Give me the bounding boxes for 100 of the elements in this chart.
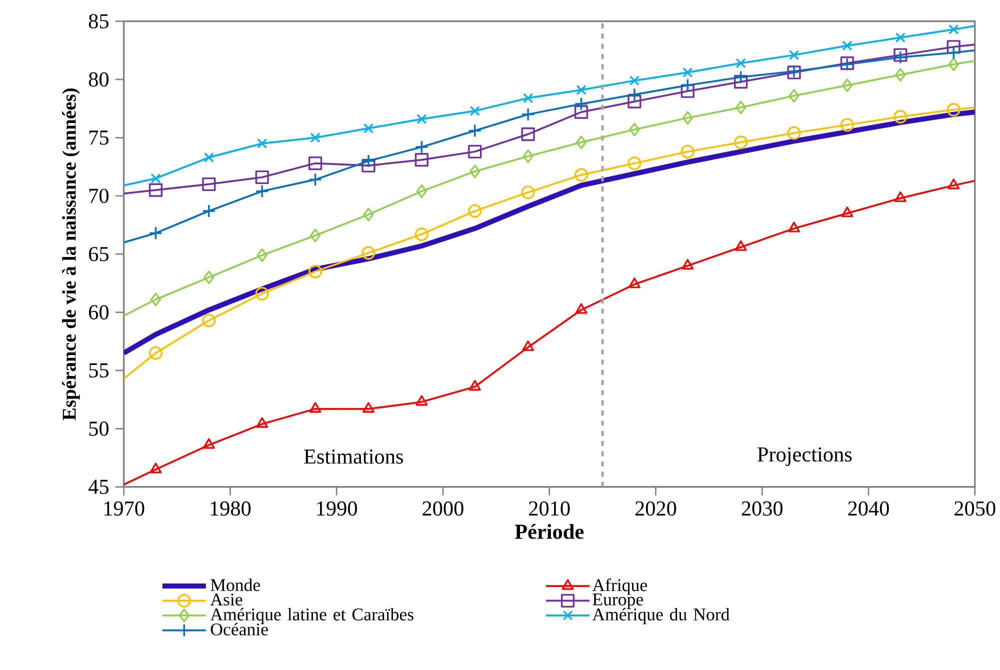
point [308, 264, 322, 278]
point [363, 123, 374, 134]
point [362, 158, 376, 172]
point [895, 32, 906, 42]
point [148, 226, 163, 240]
y-tick-label: 75 [90, 130, 108, 145]
point [522, 340, 534, 351]
point [575, 302, 588, 314]
point [362, 154, 376, 168]
point [521, 107, 535, 121]
point [788, 88, 800, 102]
point [202, 177, 216, 191]
point [682, 258, 694, 270]
point [734, 70, 748, 84]
point [310, 132, 320, 142]
y-tick-label: 70 [90, 188, 109, 203]
legend-label: Amérique du Nord [592, 608, 730, 624]
y-tick-label: 50 [89, 421, 109, 436]
point [895, 68, 906, 82]
y-tick-label: 65 [89, 246, 108, 261]
point [255, 184, 269, 198]
point [734, 74, 748, 88]
point [576, 135, 587, 149]
point [894, 191, 906, 202]
point [414, 227, 428, 241]
point [204, 270, 214, 284]
point [842, 40, 852, 51]
point [682, 110, 693, 124]
point [628, 88, 642, 102]
legend-label: Monde [210, 578, 260, 591]
annotation: Estimations [304, 449, 403, 464]
point [416, 114, 427, 124]
x-tick-label: 2010 [529, 501, 570, 516]
point [308, 172, 322, 186]
point [734, 135, 748, 149]
legend-label: Océanie [210, 622, 268, 636]
point [946, 102, 960, 116]
x-tick-label: 2020 [635, 501, 676, 516]
point [202, 438, 215, 449]
line-series [124, 24, 975, 186]
y-axis-title: Espérance de vie à la naissance (années) [62, 88, 80, 420]
point [308, 156, 322, 170]
x-axis-title: Période [514, 524, 584, 539]
point [629, 122, 640, 136]
point [629, 75, 640, 86]
point [150, 173, 161, 184]
point [416, 184, 427, 198]
point [736, 58, 746, 68]
point [948, 57, 959, 71]
point [468, 144, 482, 158]
point [574, 96, 588, 110]
point [414, 152, 428, 166]
point [682, 67, 693, 78]
point [522, 149, 534, 163]
point [416, 394, 428, 406]
point [148, 346, 163, 360]
point [150, 462, 162, 474]
point [468, 204, 482, 218]
point [788, 221, 800, 232]
point [523, 92, 534, 103]
y-tick-label: 60 [89, 304, 109, 320]
point [414, 140, 428, 154]
point [256, 248, 268, 262]
point [202, 204, 216, 218]
point [202, 313, 216, 327]
point [521, 185, 535, 199]
point [574, 105, 588, 119]
point [309, 402, 322, 412]
point [787, 126, 801, 140]
y-tick-label: 85 [88, 14, 108, 28]
point [468, 124, 482, 138]
point [255, 286, 269, 300]
point [894, 110, 908, 124]
x-tick-label: 2040 [848, 501, 889, 516]
point [576, 84, 586, 95]
point [628, 156, 642, 170]
point [788, 50, 800, 60]
legend-label: Afrique [592, 578, 647, 595]
point [948, 178, 960, 189]
point [574, 168, 588, 182]
point [310, 228, 321, 242]
point [150, 292, 162, 306]
point [680, 78, 694, 92]
point [734, 240, 747, 251]
y-tick-label: 55 [89, 363, 108, 378]
point [680, 144, 694, 158]
x-tick-label: 2050 [954, 501, 996, 516]
point [148, 183, 163, 197]
y-tick-label: 80 [88, 72, 109, 86]
y-tick-label: 45 [88, 480, 108, 494]
point [362, 246, 376, 260]
line-series [124, 178, 975, 486]
legend-label: Europe [592, 593, 644, 609]
point [628, 94, 642, 108]
point [628, 277, 640, 288]
point [204, 152, 214, 162]
x-tick-label: 1970 [104, 501, 144, 516]
x-tick-label: 2030 [742, 501, 783, 516]
x-tick-label: 2000 [422, 501, 464, 516]
point [257, 138, 268, 148]
